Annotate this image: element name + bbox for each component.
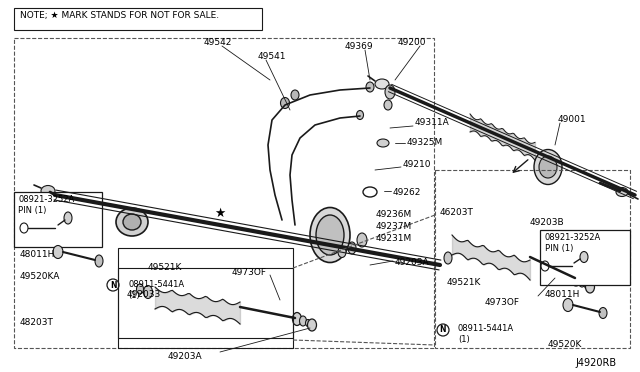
Ellipse shape	[95, 255, 103, 267]
Ellipse shape	[563, 298, 573, 311]
Text: PIN (1): PIN (1)	[18, 206, 46, 215]
Ellipse shape	[316, 215, 344, 255]
Ellipse shape	[348, 242, 356, 254]
Ellipse shape	[534, 150, 562, 185]
Text: PIN (1): PIN (1)	[545, 244, 573, 253]
Text: ★: ★	[214, 206, 226, 219]
Text: 49311A: 49311A	[415, 118, 450, 127]
Ellipse shape	[377, 139, 389, 147]
Ellipse shape	[599, 308, 607, 318]
Ellipse shape	[539, 156, 557, 178]
Ellipse shape	[384, 100, 392, 110]
Ellipse shape	[300, 316, 307, 326]
Ellipse shape	[375, 79, 389, 89]
Ellipse shape	[143, 285, 152, 298]
Ellipse shape	[580, 251, 588, 263]
Ellipse shape	[280, 97, 289, 109]
Text: 48203T: 48203T	[20, 318, 54, 327]
Text: 49325M: 49325M	[407, 138, 444, 147]
Text: 46203T: 46203T	[440, 208, 474, 217]
Ellipse shape	[357, 233, 367, 247]
Text: 49369: 49369	[345, 42, 374, 51]
Ellipse shape	[136, 284, 143, 294]
Bar	[14, 8, 262, 30]
Text: N: N	[109, 280, 116, 289]
Ellipse shape	[53, 246, 63, 259]
Ellipse shape	[437, 324, 449, 336]
Text: 08921-3252A: 08921-3252A	[18, 195, 74, 204]
Text: 49203A: 49203A	[395, 258, 429, 267]
Text: 49262: 49262	[393, 188, 421, 197]
Text: 49521K: 49521K	[148, 263, 182, 272]
Text: (1): (1)	[458, 335, 470, 344]
Text: 49520K: 49520K	[548, 340, 582, 349]
Text: 4973OF: 4973OF	[232, 268, 267, 277]
Ellipse shape	[366, 82, 374, 92]
Ellipse shape	[579, 277, 586, 287]
Text: 49231M: 49231M	[376, 234, 412, 243]
Bar	[118, 248, 293, 338]
Ellipse shape	[305, 320, 310, 327]
Ellipse shape	[338, 247, 346, 257]
Text: 49203A: 49203A	[168, 352, 203, 361]
Ellipse shape	[107, 279, 119, 291]
Text: 49520KA: 49520KA	[20, 272, 60, 281]
Text: 49541: 49541	[258, 52, 287, 61]
Bar	[14, 38, 434, 348]
Ellipse shape	[307, 319, 317, 331]
Ellipse shape	[444, 252, 452, 264]
Text: 49001: 49001	[558, 115, 587, 124]
Text: N: N	[440, 326, 446, 334]
Text: 4973OF: 4973OF	[485, 298, 520, 307]
Text: 08921-3252A: 08921-3252A	[545, 233, 601, 242]
Ellipse shape	[291, 90, 299, 100]
Ellipse shape	[310, 208, 350, 263]
Text: 48011H: 48011H	[545, 290, 580, 299]
Text: NOTE; ★ MARK STANDS FOR NOT FOR SALE.: NOTE; ★ MARK STANDS FOR NOT FOR SALE.	[20, 11, 219, 20]
Ellipse shape	[123, 214, 141, 230]
Bar	[435, 170, 630, 348]
Ellipse shape	[292, 312, 301, 326]
Text: 49237M: 49237M	[376, 222, 412, 231]
Text: 49200: 49200	[398, 38, 426, 47]
Text: 49203B: 49203B	[530, 218, 564, 227]
Text: 49210: 49210	[403, 160, 431, 169]
Text: 48011H: 48011H	[20, 250, 56, 259]
Ellipse shape	[586, 281, 595, 293]
Text: 49236M: 49236M	[376, 210, 412, 219]
Ellipse shape	[41, 186, 55, 196]
Text: 49521K: 49521K	[447, 278, 481, 287]
Text: 08911-5441A: 08911-5441A	[458, 324, 514, 333]
Ellipse shape	[571, 272, 581, 286]
Ellipse shape	[385, 85, 395, 99]
Ellipse shape	[116, 208, 148, 236]
Ellipse shape	[64, 212, 72, 224]
Text: 49542: 49542	[204, 38, 232, 47]
Text: (1): (1)	[128, 291, 140, 300]
Bar	[540, 230, 630, 285]
Text: J4920RB: J4920RB	[575, 358, 616, 368]
Ellipse shape	[356, 110, 364, 119]
Text: 492033: 492033	[127, 290, 161, 299]
Bar	[14, 192, 102, 247]
Ellipse shape	[616, 187, 628, 196]
Ellipse shape	[584, 281, 589, 289]
Text: 08911-5441A: 08911-5441A	[128, 280, 184, 289]
